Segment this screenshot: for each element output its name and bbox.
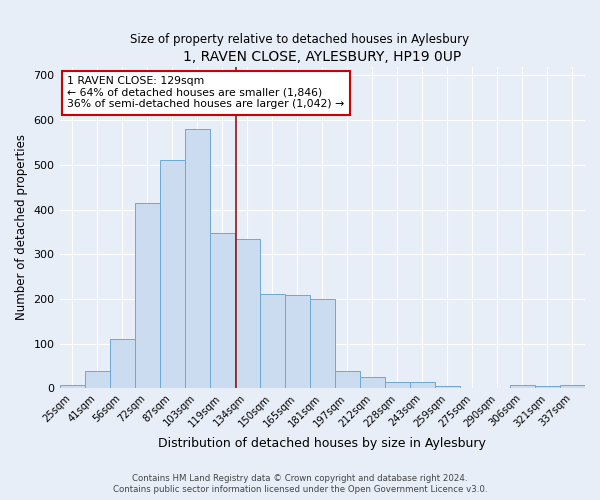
- Bar: [510, 384, 535, 388]
- Bar: [235, 240, 260, 388]
- Bar: [134, 203, 160, 388]
- Bar: [535, 386, 560, 388]
- Bar: [560, 384, 585, 388]
- Bar: [285, 296, 310, 388]
- Bar: [59, 384, 85, 388]
- Title: 1, RAVEN CLOSE, AYLESBURY, HP19 0UP: 1, RAVEN CLOSE, AYLESBURY, HP19 0UP: [183, 50, 461, 64]
- Bar: [185, 129, 209, 388]
- Bar: [160, 160, 185, 388]
- Text: Size of property relative to detached houses in Aylesbury: Size of property relative to detached ho…: [130, 32, 470, 46]
- Bar: [209, 233, 235, 388]
- Bar: [260, 294, 285, 388]
- Y-axis label: Number of detached properties: Number of detached properties: [15, 134, 28, 320]
- Text: Contains HM Land Registry data © Crown copyright and database right 2024.
Contai: Contains HM Land Registry data © Crown c…: [113, 474, 487, 494]
- Bar: [435, 386, 460, 388]
- Bar: [335, 371, 360, 388]
- X-axis label: Distribution of detached houses by size in Aylesbury: Distribution of detached houses by size …: [158, 437, 486, 450]
- Bar: [410, 382, 435, 388]
- Bar: [85, 371, 110, 388]
- Bar: [310, 299, 335, 388]
- Bar: [385, 382, 410, 388]
- Text: 1 RAVEN CLOSE: 129sqm
← 64% of detached houses are smaller (1,846)
36% of semi-d: 1 RAVEN CLOSE: 129sqm ← 64% of detached …: [67, 76, 344, 110]
- Bar: [360, 377, 385, 388]
- Bar: [110, 339, 134, 388]
